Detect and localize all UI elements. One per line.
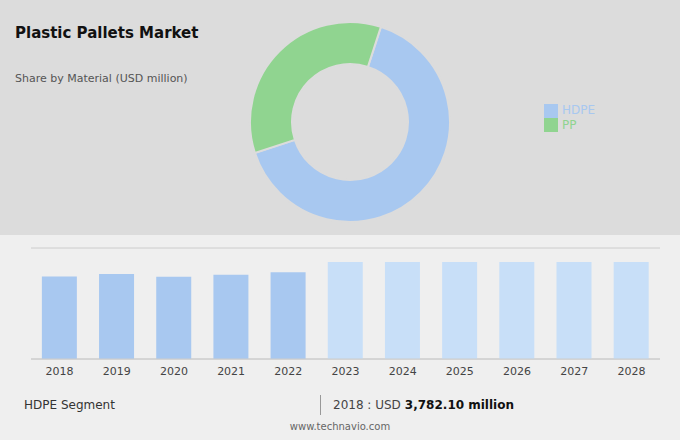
html-text:2018 : USD 3,782.10 million: 2018 : USD 3,782.10 million	[333, 398, 514, 412]
svg-text:2019: 2019	[103, 365, 131, 378]
svg-text:2027: 2027	[560, 365, 588, 378]
svg-text:2021: 2021	[217, 365, 245, 378]
html-text:Plastic Pallets Market: Plastic Pallets Market	[15, 24, 199, 42]
svg-text:2018: 2018	[46, 365, 74, 378]
svg-text:2020: 2020	[160, 365, 188, 378]
html-text:PP: PP	[561, 117, 577, 132]
html-text:Share by Material (USD million: Share by Material (USD million)	[15, 72, 188, 85]
html-text:www.technavio.com: www.technavio.com	[289, 421, 391, 432]
html-text:HDPE: HDPE	[561, 103, 595, 117]
html-text:HDPE Segment: HDPE Segment	[24, 398, 115, 412]
svg-text:2025: 2025	[446, 365, 474, 378]
svg-text:2023: 2023	[332, 365, 360, 378]
svg-text:2024: 2024	[389, 365, 417, 378]
svg-text:2028: 2028	[617, 365, 645, 378]
svg-text:2026: 2026	[503, 365, 531, 378]
svg-text:2022: 2022	[274, 365, 302, 378]
